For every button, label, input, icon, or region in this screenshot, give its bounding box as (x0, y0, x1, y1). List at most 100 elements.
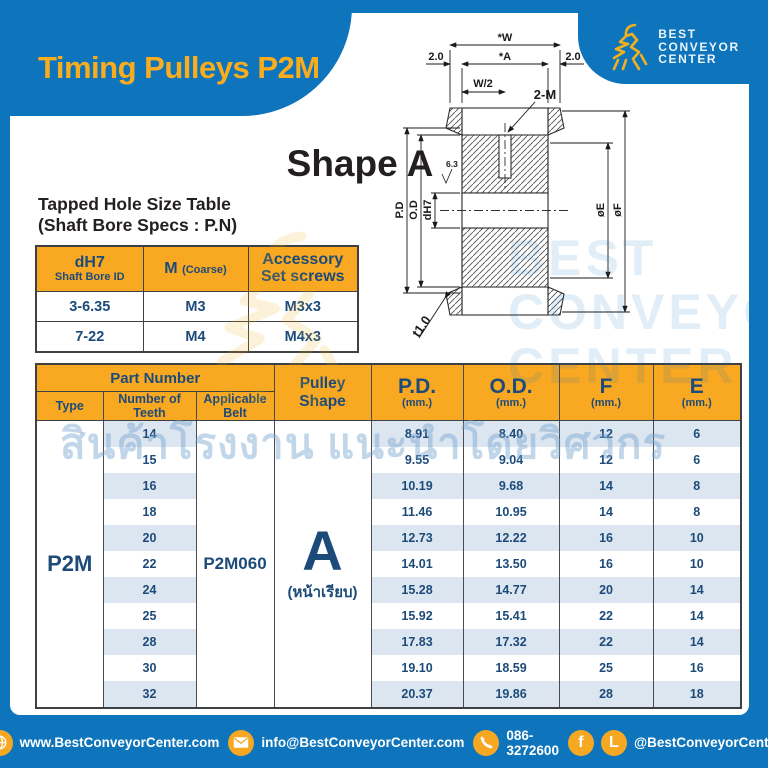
col-header-teeth: Number of Teeth (102, 391, 197, 421)
od-cell: 19.86 (462, 681, 560, 708)
teeth-cell: 22 (102, 551, 197, 577)
page-title: Timing Pulleys P2M (38, 50, 320, 85)
dim-label-bore: dH7 (422, 200, 434, 221)
teeth-cell: 20 (102, 525, 197, 551)
od-cell: 8.40 (462, 420, 560, 447)
col-header-od: O.D. (mm.) (462, 364, 560, 421)
od-cell: 14.77 (462, 577, 560, 603)
table-row: 15 9.55 9.04 12 6 (36, 447, 742, 473)
col-header-pulley-shape: Pulley Shape (273, 364, 372, 421)
pd-cell: 15.92 (370, 603, 464, 629)
pd-cell: 8.91 (370, 420, 464, 447)
e-cell: 10 (652, 551, 742, 577)
screw-cell: M4x3 (247, 321, 359, 353)
e-cell: 8 (652, 473, 742, 499)
pd-cell: 12.73 (370, 525, 464, 551)
table-row: 25 15.92 15.41 22 14 (36, 603, 742, 629)
table-row: 22 14.01 13.50 16 10 (36, 551, 742, 577)
bore-range-cell: 7-22 (35, 321, 144, 353)
table-row: 24 15.28 14.77 20 14 (36, 577, 742, 603)
f-cell: 22 (558, 603, 654, 629)
table-row: 16 10.19 9.68 14 8 (36, 473, 742, 499)
tapped-table-caption: Tapped Hole Size Table (Shaft Bore Specs… (38, 194, 238, 235)
col-header-pd: P.D. (mm.) (370, 364, 464, 421)
tapped-hole-table: dH7 Shaft Bore ID M (Coarse) Accessory S… (35, 245, 359, 353)
teeth-cell: 14 (102, 420, 197, 447)
table-row: 32 20.37 19.86 28 18 (36, 681, 742, 708)
pd-cell: 11.46 (370, 499, 464, 525)
col-header-f: F (mm.) (558, 364, 654, 421)
e-cell: 8 (652, 499, 742, 525)
f-cell: 12 (558, 420, 654, 447)
f-cell: 28 (558, 681, 654, 708)
social-link[interactable]: f L @BestConveyorCenter (567, 729, 768, 756)
website-link[interactable]: www.BestConveyorCenter.com (0, 729, 219, 756)
col-header-m-coarse: M (Coarse) (142, 245, 249, 292)
pd-cell: 10.19 (370, 473, 464, 499)
od-cell: 10.95 (462, 499, 560, 525)
table-row: 30 19.10 18.59 25 16 (36, 655, 742, 681)
bore-range-cell: 3-6.35 (35, 291, 144, 322)
dim-label-od: O.D (408, 200, 420, 220)
table-row: 18 11.46 10.95 14 8 (36, 499, 742, 525)
od-cell: 13.50 (462, 551, 560, 577)
mail-icon (228, 729, 255, 756)
table-row: 20 12.73 12.22 16 10 (36, 525, 742, 551)
pulley-spec-table: Part Number Pulley Shape P.D. (mm.) O.D.(… (35, 363, 743, 709)
od-cell: 9.68 (462, 473, 560, 499)
phone-link[interactable]: 086-3272600 (473, 728, 559, 758)
teeth-cell: 24 (102, 577, 197, 603)
dim-label-pd: P.D (395, 201, 406, 218)
f-cell: 16 (558, 525, 654, 551)
pd-cell: 19.10 (370, 655, 464, 681)
od-cell: 9.04 (462, 447, 560, 473)
thread-cell: M4 (142, 321, 249, 353)
teeth-cell: 16 (102, 473, 197, 499)
type-value-cell: P2M (35, 420, 104, 708)
dim-label-edge-right: 2.0 (565, 51, 580, 63)
pd-cell: 14.01 (370, 551, 464, 577)
brand-name: BEST CONVEYOR CENTER (658, 26, 740, 67)
screw-cell: M3x3 (247, 291, 359, 322)
pd-cell: 15.28 (370, 577, 464, 603)
table-row: 7-22 M4 M4x3 (35, 321, 359, 353)
teeth-cell: 32 (102, 681, 197, 708)
od-cell: 12.22 (462, 525, 560, 551)
dim-label-a: *A (499, 51, 511, 63)
e-cell: 14 (652, 629, 742, 655)
e-cell: 14 (652, 603, 742, 629)
dim-label-tapped: 2-M (534, 87, 556, 102)
f-cell: 25 (558, 655, 654, 681)
e-cell: 6 (652, 420, 742, 447)
e-cell: 18 (652, 681, 742, 708)
contact-footer: www.BestConveyorCenter.com info@BestConv… (0, 717, 768, 768)
ibex-logo-icon (612, 23, 648, 71)
email-link[interactable]: info@BestConveyorCenter.com (228, 729, 464, 756)
f-cell: 14 (558, 473, 654, 499)
dim-label-thickness: t1.0 (409, 313, 434, 340)
globe-icon (0, 729, 13, 756)
shape-value-cell: A (หน้าเรียบ) (273, 420, 372, 708)
table-row: 28 17.83 17.32 22 14 (36, 629, 742, 655)
e-cell: 14 (652, 577, 742, 603)
col-header-belt: Applicable Belt (195, 391, 275, 421)
table-row: P2M 14 P2M060 A (หน้าเรียบ) 8.91 8.40 12… (35, 420, 742, 708)
e-cell: 6 (652, 447, 742, 473)
f-cell: 12 (558, 447, 654, 473)
col-header-e: E (mm.) (652, 364, 742, 421)
col-header-type: Type (35, 391, 104, 421)
teeth-cell: 15 (102, 447, 197, 473)
facebook-icon: f (567, 729, 594, 756)
dim-label-half-width: W/2 (473, 78, 493, 90)
pulley-section-drawing: *W *A 2.0 2.0 W/2 2-M P.D O.D dH7 6.3 øE… (395, 32, 630, 340)
od-cell: 17.32 (462, 629, 560, 655)
catalog-page: BEST CONVEYOR CENTER สินค้าโรงงาน แนะนำโ… (10, 13, 749, 715)
e-cell: 10 (652, 525, 742, 551)
pd-cell: 17.83 (370, 629, 464, 655)
e-cell: 16 (652, 655, 742, 681)
surface-finish-label: 6.3 (446, 159, 458, 169)
od-cell: 15.41 (462, 603, 560, 629)
line-icon: L (600, 729, 627, 756)
pd-cell: 20.37 (370, 681, 464, 708)
f-cell: 22 (558, 629, 654, 655)
